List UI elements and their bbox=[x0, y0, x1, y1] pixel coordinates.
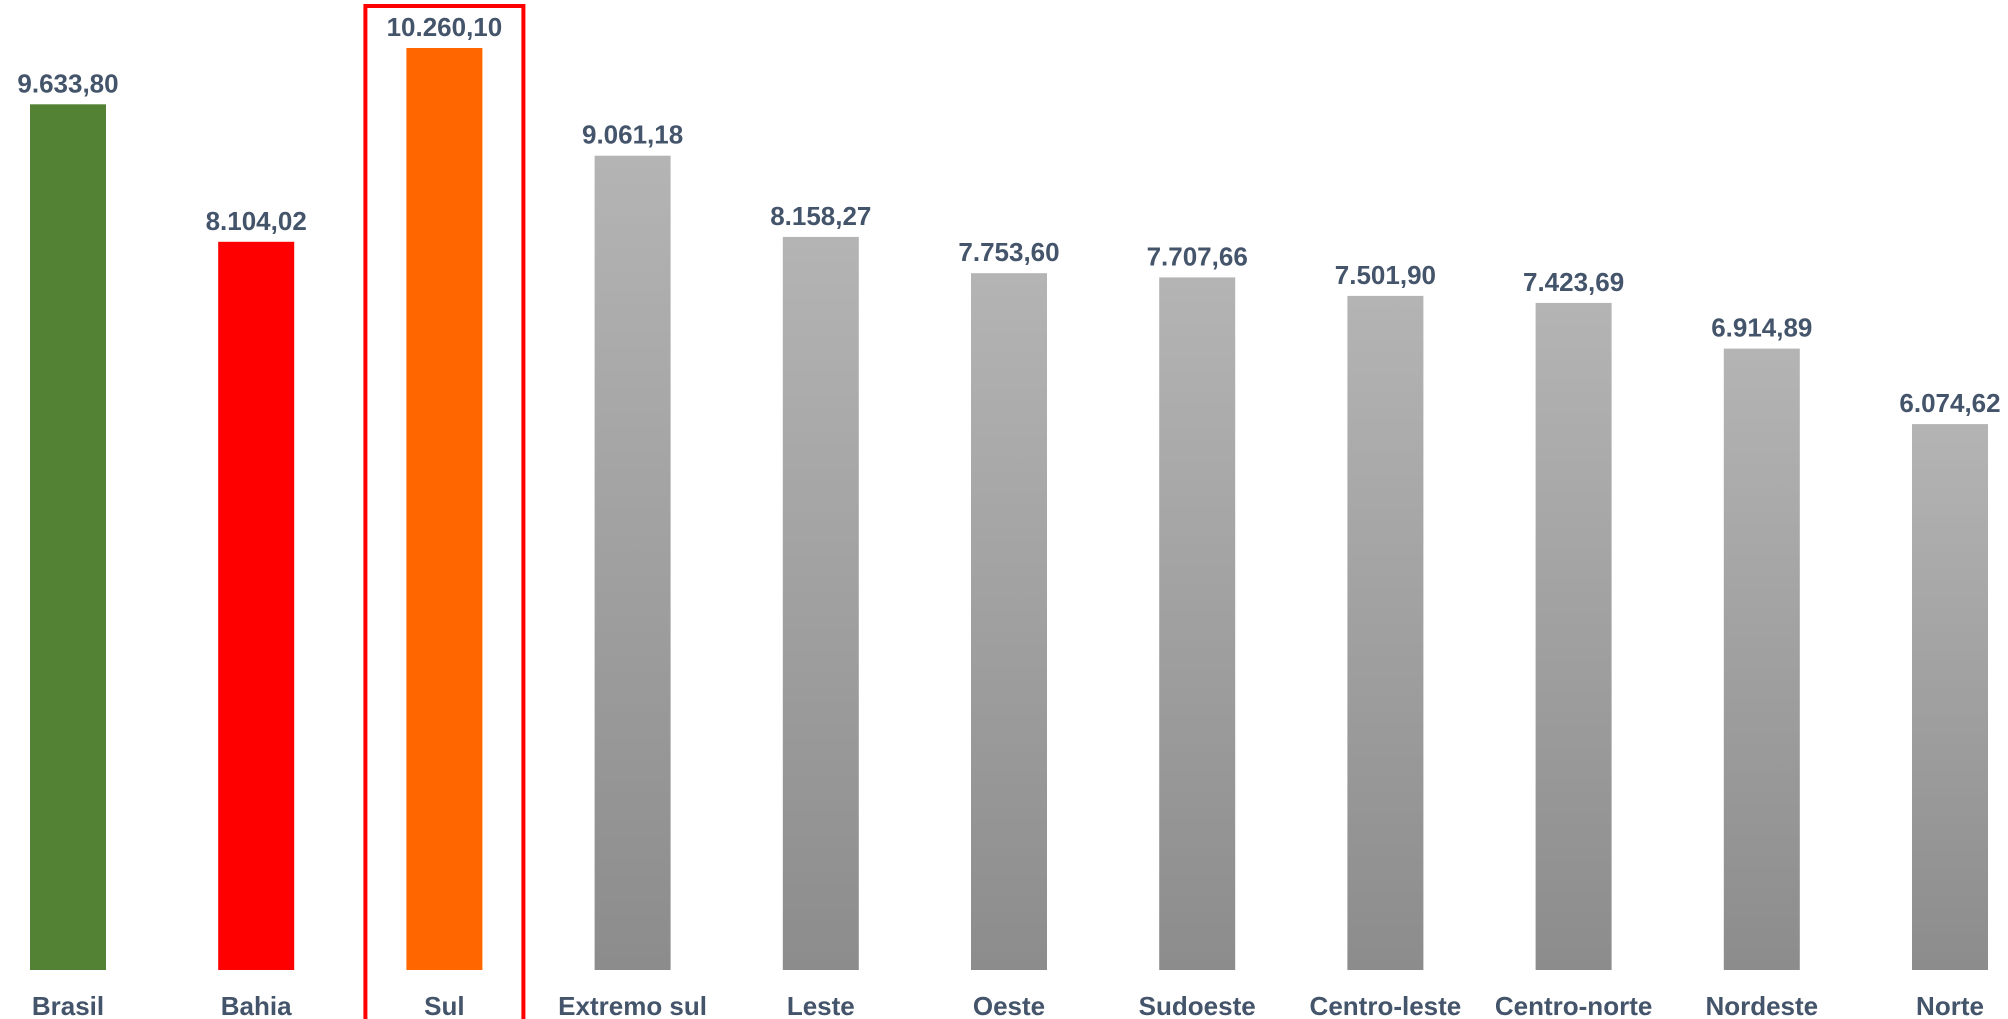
bar-leste bbox=[782, 236, 859, 970]
category-label-extremo-sul: Extremo sul bbox=[558, 991, 707, 1019]
category-label-leste: Leste bbox=[787, 991, 855, 1019]
value-label-extremo-sul: 9.061,18 bbox=[582, 120, 683, 150]
value-label-nordeste: 6.914,89 bbox=[1711, 313, 1812, 343]
bar-centro-norte bbox=[1535, 302, 1612, 970]
value-label-sul: 10.260,10 bbox=[387, 12, 503, 42]
category-labels-group: Brasil Bahia Sul Extremo sul Leste Oeste Sudoe… bbox=[32, 991, 1984, 1019]
category-label-bahia: Bahia bbox=[221, 991, 292, 1019]
category-label-centro-leste: Centro-leste bbox=[1310, 991, 1462, 1019]
bar-bahia bbox=[218, 241, 295, 971]
category-label-centro-norte: Centro-norte bbox=[1495, 991, 1652, 1019]
bar-norte bbox=[1912, 424, 1988, 971]
bars-group bbox=[30, 48, 1988, 971]
category-label-nordeste: Nordeste bbox=[1705, 991, 1818, 1019]
value-label-brasil: 9.633,80 bbox=[17, 68, 118, 98]
value-label-bahia: 8.104,02 bbox=[206, 206, 307, 236]
value-label-leste: 8.158,27 bbox=[770, 201, 871, 231]
category-label-sul: Sul bbox=[424, 991, 464, 1019]
bar-brasil bbox=[30, 104, 106, 971]
category-label-oeste: Oeste bbox=[973, 991, 1045, 1019]
value-labels-group: 9.633,80 8.104,02 10.260,10 9.061,18 8.158,2… bbox=[17, 12, 2000, 418]
bar-centro-leste bbox=[1347, 295, 1424, 970]
bar-nordeste bbox=[1723, 348, 1800, 971]
value-label-oeste: 7.753,60 bbox=[958, 237, 1059, 267]
bar-sul bbox=[406, 48, 483, 970]
value-label-norte: 6.074,62 bbox=[1899, 388, 2000, 418]
highlight-box-sul bbox=[363, 4, 526, 1019]
bar-sudoeste bbox=[1159, 277, 1236, 970]
value-label-sudoeste: 7.707,66 bbox=[1147, 241, 1248, 271]
category-label-norte: Norte bbox=[1916, 991, 1984, 1019]
value-label-centro-norte: 7.423,69 bbox=[1523, 267, 1624, 297]
highlight-group bbox=[363, 4, 526, 1019]
category-label-sudoeste: Sudoeste bbox=[1139, 991, 1256, 1019]
category-label-brasil: Brasil bbox=[32, 991, 104, 1019]
bar-extremo-sul bbox=[594, 155, 671, 970]
bar-oeste bbox=[971, 273, 1047, 970]
value-label-centro-leste: 7.501,90 bbox=[1335, 260, 1436, 290]
